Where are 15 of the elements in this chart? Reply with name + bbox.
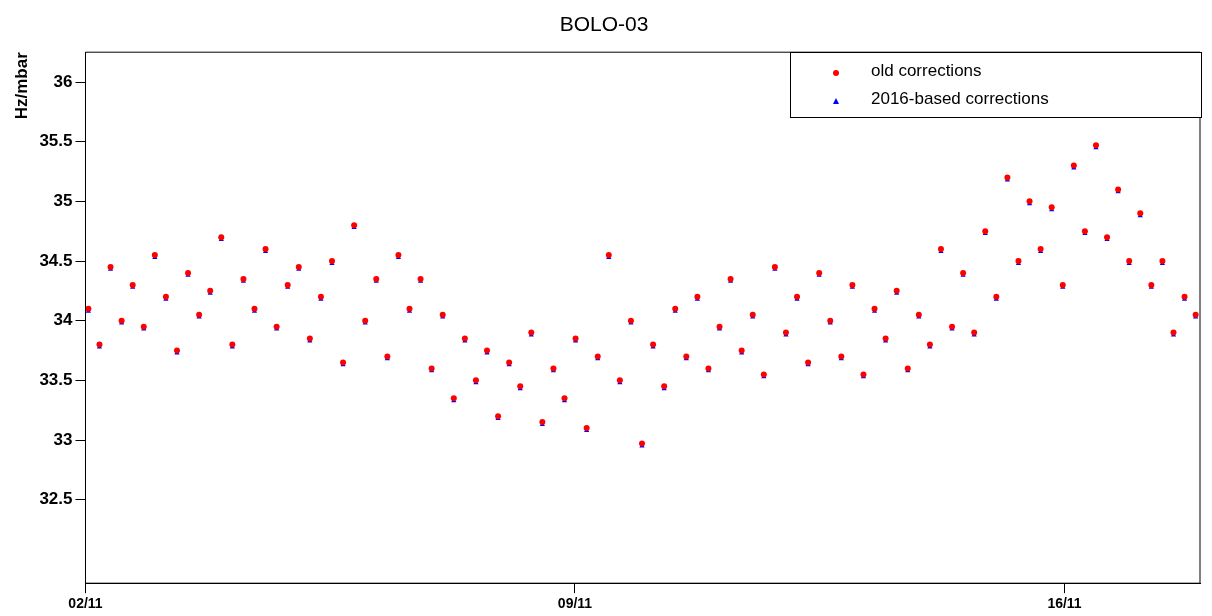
legend-label: 2016-based corrections [871, 89, 1049, 110]
x-tick-label: 02/11 [68, 595, 103, 612]
chart-title: BOLO-03 [559, 12, 649, 36]
y-tick-label: 33 [53, 429, 73, 449]
y-tick-label: 35.5 [39, 131, 73, 151]
x-tick-label: 16/11 [1047, 595, 1082, 612]
legend-label: old corrections [871, 61, 982, 82]
y-tick-label: 36 [53, 71, 73, 91]
y-tick-label: 35 [53, 191, 73, 211]
y-axis-title: Hz/mbar [11, 51, 31, 120]
y-tick-label: 33.5 [39, 370, 73, 390]
y-tick-label: 34.5 [39, 250, 73, 270]
y-tick-label: 34 [53, 310, 74, 330]
y-tick-label: 32.5 [39, 489, 73, 509]
x-tick-label: 09/11 [557, 595, 593, 612]
